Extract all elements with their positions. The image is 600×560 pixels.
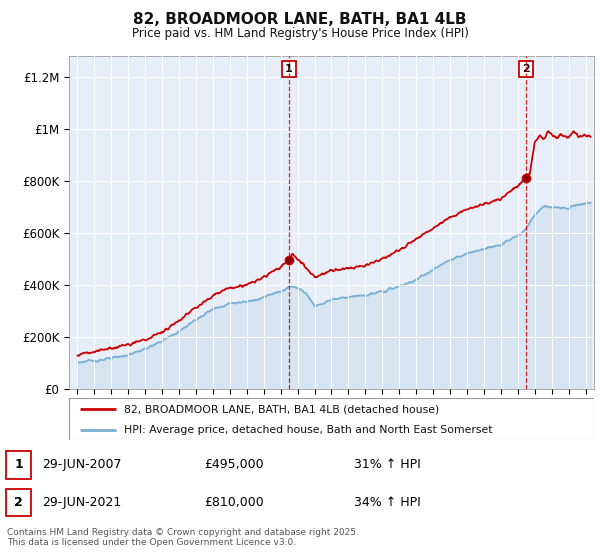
Text: 29-JUN-2007: 29-JUN-2007 — [42, 458, 121, 472]
Text: 1: 1 — [14, 458, 23, 472]
FancyBboxPatch shape — [6, 451, 31, 478]
Text: 29-JUN-2021: 29-JUN-2021 — [42, 496, 121, 509]
Text: Contains HM Land Registry data © Crown copyright and database right 2025.
This d: Contains HM Land Registry data © Crown c… — [7, 528, 359, 548]
Text: 1: 1 — [285, 64, 293, 74]
Text: 31% ↑ HPI: 31% ↑ HPI — [354, 458, 421, 472]
Text: £810,000: £810,000 — [204, 496, 264, 509]
FancyBboxPatch shape — [6, 488, 31, 516]
Text: 2: 2 — [14, 496, 23, 509]
Text: 82, BROADMOOR LANE, BATH, BA1 4LB (detached house): 82, BROADMOOR LANE, BATH, BA1 4LB (detac… — [124, 404, 439, 414]
Text: HPI: Average price, detached house, Bath and North East Somerset: HPI: Average price, detached house, Bath… — [124, 426, 493, 435]
Text: 2: 2 — [522, 64, 530, 74]
Text: £495,000: £495,000 — [204, 458, 263, 472]
Text: 34% ↑ HPI: 34% ↑ HPI — [354, 496, 421, 509]
Text: Price paid vs. HM Land Registry's House Price Index (HPI): Price paid vs. HM Land Registry's House … — [131, 27, 469, 40]
Text: 82, BROADMOOR LANE, BATH, BA1 4LB: 82, BROADMOOR LANE, BATH, BA1 4LB — [133, 12, 467, 27]
